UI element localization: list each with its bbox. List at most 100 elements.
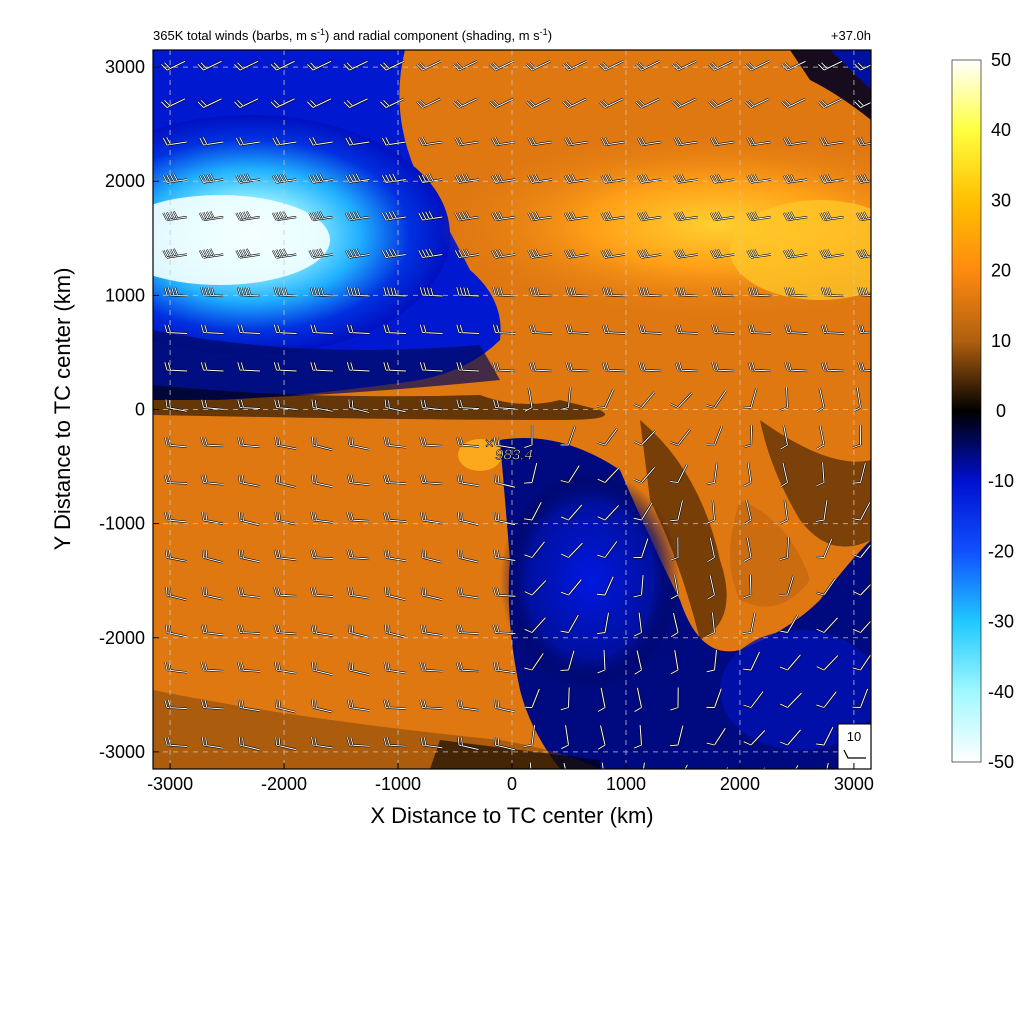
wind-barb-351	[560, 687, 571, 711]
wind-barb-384	[311, 775, 333, 784]
tc-center-marker: × 983.4	[484, 435, 533, 464]
wind-barb-337	[779, 654, 802, 671]
wind-barb-254	[669, 500, 684, 522]
wind-barb-312	[596, 612, 610, 635]
wind-barb-286	[384, 586, 406, 601]
wind-barb-157	[784, 324, 808, 335]
wind-barb-387	[422, 775, 442, 787]
wind-barb-170	[528, 362, 553, 373]
wind-barb-53	[636, 136, 662, 147]
wind-barb-210	[524, 424, 534, 449]
colorbar-label-3: 20	[991, 261, 1011, 281]
wind-barb-228	[456, 474, 479, 487]
wind-barb-268	[457, 549, 479, 564]
wind-barb-391	[562, 762, 567, 769]
wind-barb-359	[852, 688, 869, 709]
wind-barb-112	[600, 248, 625, 259]
wind-barb-31	[562, 97, 587, 109]
wind-barb-325	[347, 661, 370, 676]
wind-barb-215	[706, 425, 723, 446]
wind-barb-364	[310, 736, 333, 750]
wind-barb-345	[347, 699, 370, 712]
wind-barb-275	[707, 537, 716, 563]
wind-barb-22	[233, 97, 259, 109]
wind-barb-374	[669, 725, 684, 747]
wind-barb-184	[310, 399, 333, 413]
wind-barb-20	[160, 97, 186, 109]
wind-barb-33	[635, 97, 660, 109]
wind-barb-93	[636, 211, 662, 222]
wind-barb-317	[779, 614, 799, 634]
wind-barb-145	[346, 324, 370, 335]
wind-barb-248	[457, 511, 479, 526]
wind-barb-45	[344, 136, 370, 147]
wind-barb-105	[344, 248, 370, 259]
wind-barb-331	[560, 650, 575, 672]
wind-barb-274	[670, 537, 680, 562]
wind-barb-98	[819, 211, 844, 222]
wind-barb-330	[524, 652, 545, 671]
wind-barb-198	[816, 387, 826, 413]
wind-barb-27	[416, 97, 441, 109]
colorbar-label-0: 50	[991, 50, 1011, 70]
wind-barb-214	[670, 428, 692, 446]
wind-barb-366	[382, 737, 407, 748]
wind-barb-41	[198, 136, 224, 147]
wind-barb-295	[707, 575, 716, 601]
time-label: +37.0h	[831, 28, 871, 43]
wind-barb-43	[271, 136, 297, 147]
wind-barb-273	[633, 538, 649, 559]
wind-barb-96	[746, 211, 771, 222]
wind-barb-363	[274, 736, 297, 751]
wind-barb-213	[633, 429, 657, 446]
wind-barb-196	[742, 387, 758, 409]
wind-barb-313	[633, 612, 643, 637]
wind-barb-23	[270, 97, 295, 109]
wind-barb-168	[455, 362, 480, 373]
wind-barb-205	[347, 436, 370, 451]
wind-barb-352	[597, 687, 607, 713]
wind-barb-297	[779, 575, 795, 597]
wind-barb-362	[238, 736, 260, 751]
wind-barb-102	[235, 248, 260, 259]
wind-barb-110	[527, 248, 552, 259]
wind-barb-271	[560, 542, 584, 559]
wind-barb-67	[417, 173, 443, 184]
wind-barb-263	[273, 549, 297, 562]
x-tick-label-2: -1000	[375, 774, 421, 794]
wind-barb-289	[492, 587, 516, 598]
wind-barb-250	[523, 501, 543, 521]
x-tick-label-4: 1000	[606, 774, 646, 794]
wind-barb-224	[311, 474, 333, 488]
wind-barb-154	[674, 324, 699, 335]
wind-barb-148	[455, 324, 480, 335]
wind-barb-195	[706, 390, 727, 409]
wind-barb-80	[162, 210, 187, 222]
wind-barb-94	[673, 211, 698, 222]
wind-barb-264	[309, 549, 334, 560]
y-tick-label-4: 1000	[105, 285, 145, 305]
wind-barb-252	[597, 504, 620, 521]
wind-barb-91	[563, 211, 589, 222]
wind-barb-255	[706, 499, 716, 525]
wind-barb-340	[163, 699, 188, 710]
wind-barb-304	[310, 624, 333, 637]
wind-barb-32	[598, 97, 624, 109]
wind-barb-52	[600, 136, 625, 147]
colorbar: 50 40 30 20 10 0 -10 -20 -30 -40 -50	[951, 50, 1014, 772]
wind-barb-111	[563, 248, 589, 259]
y-tick-label-3: 0	[135, 400, 145, 420]
wind-barb-55	[709, 136, 735, 147]
wind-barb-68	[454, 173, 479, 184]
wind-barb-108	[454, 248, 479, 259]
wind-barb-382	[239, 775, 259, 788]
wind-barb-202	[237, 436, 261, 449]
wind-barb-332	[597, 649, 607, 674]
wind-barb-194	[670, 392, 693, 409]
wind-barb-201	[200, 437, 224, 448]
x-tick-label-5: 2000	[720, 774, 760, 794]
wind-barb-221	[200, 474, 224, 486]
colorbar-label-2: 30	[991, 190, 1011, 210]
wind-barb-397	[794, 764, 799, 769]
